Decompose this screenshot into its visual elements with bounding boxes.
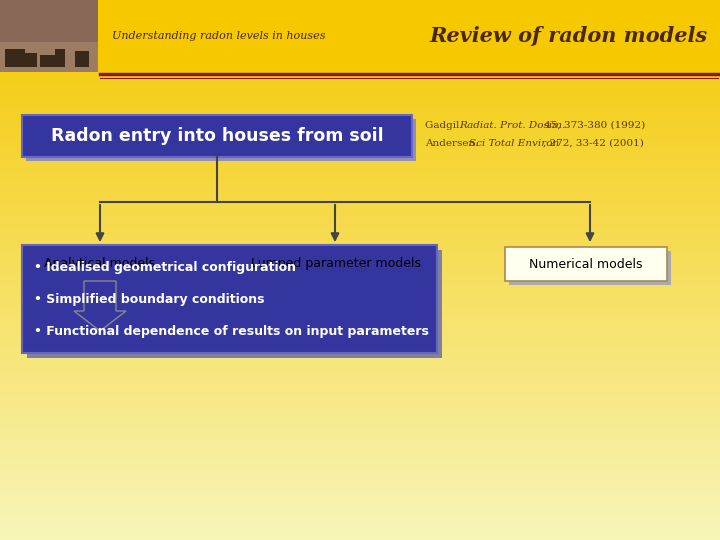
Text: Andersen.: Andersen.	[425, 138, 482, 147]
Bar	[0, 0, 98, 72]
Text: Sci Total Environ: Sci Total Environ	[469, 138, 559, 147]
Text: , 272, 33-42 (2001): , 272, 33-42 (2001)	[543, 138, 644, 147]
Bar	[29, 251, 179, 285]
Bar	[245, 247, 427, 281]
Bar	[27, 250, 442, 358]
Text: Gadgil.: Gadgil.	[425, 120, 466, 130]
Bar	[5, 49, 25, 67]
Text: • Idealised geometrical configuration: • Idealised geometrical configuration	[34, 260, 296, 273]
Text: Understanding radon levels in houses: Understanding radon levels in houses	[112, 31, 325, 41]
Text: Analytical models: Analytical models	[45, 258, 156, 271]
Bar	[55, 49, 65, 67]
Polygon shape	[87, 281, 113, 311]
Text: Radon entry into houses from soil: Radon entry into houses from soil	[50, 127, 383, 145]
Polygon shape	[74, 281, 100, 331]
Bar	[25, 247, 175, 281]
Text: • Functional dependence of results on input parameters: • Functional dependence of results on in…	[34, 325, 429, 338]
Bar	[22, 115, 412, 157]
Bar	[505, 247, 667, 281]
Bar	[26, 119, 416, 161]
Bar	[0, 0, 720, 72]
Polygon shape	[100, 281, 126, 331]
Bar	[509, 251, 671, 285]
Text: Numerical models: Numerical models	[529, 258, 643, 271]
Bar	[25, 53, 37, 67]
Bar	[249, 251, 431, 285]
Bar	[22, 245, 437, 353]
Bar	[0, 0, 98, 72]
Text: Radiat. Prot. Dosim.: Radiat. Prot. Dosim.	[459, 120, 565, 130]
Bar	[40, 55, 56, 67]
Text: Lumped parameter models: Lumped parameter models	[251, 258, 421, 271]
Bar	[75, 51, 89, 67]
Text: • Simplified boundary conditions: • Simplified boundary conditions	[34, 293, 264, 306]
Text: 45, 373-380 (1992): 45, 373-380 (1992)	[541, 120, 645, 130]
Text: Review of radon models: Review of radon models	[430, 26, 708, 46]
Bar	[0, 42, 98, 72]
